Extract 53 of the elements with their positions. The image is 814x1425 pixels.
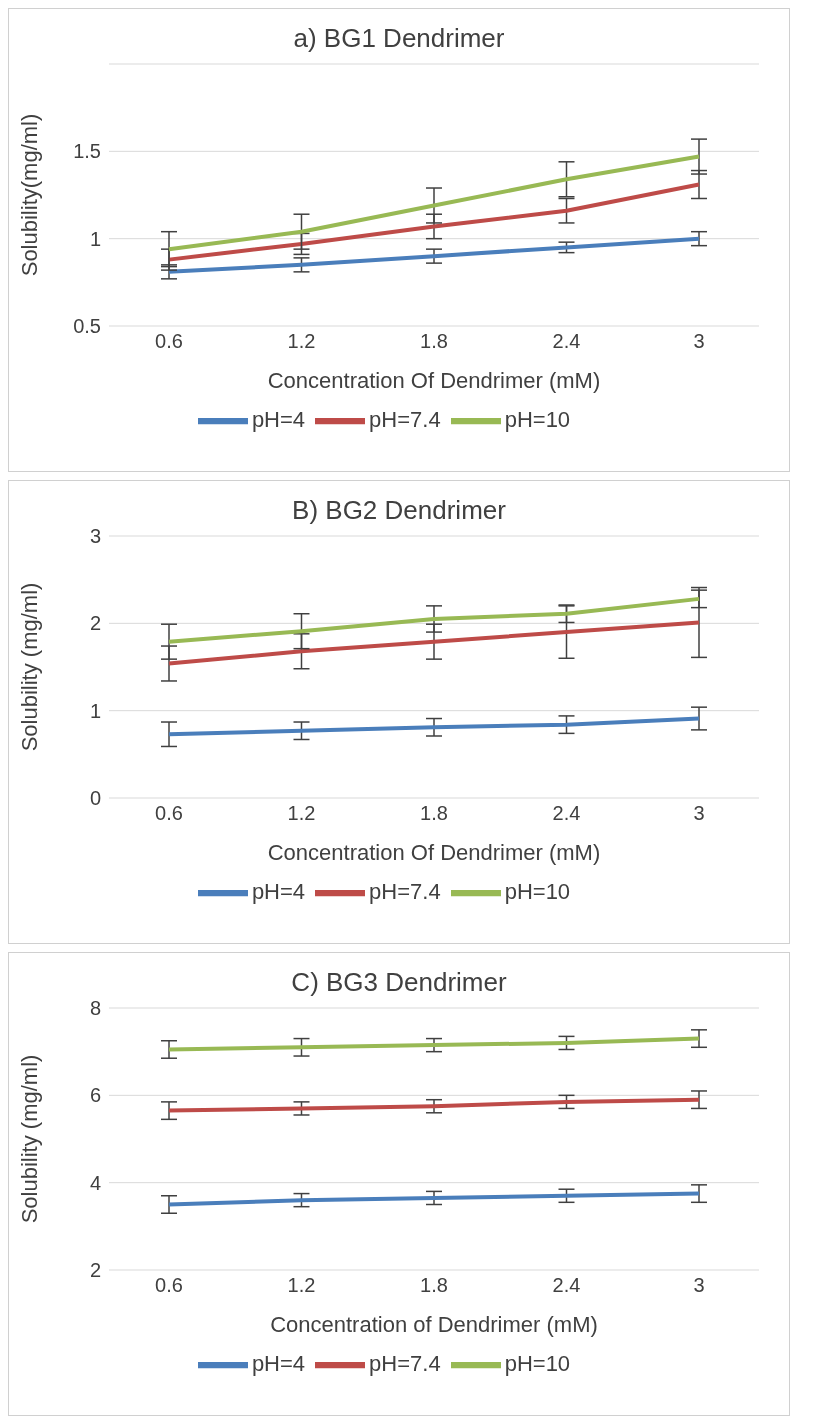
legend-label: pH=7.4 xyxy=(369,1350,441,1376)
chart-title: C) BG3 Dendrimer xyxy=(290,967,508,998)
x-axis-title: Concentration Of Dendrimer (mM) xyxy=(267,840,601,865)
x-tick-label: 0.6 xyxy=(155,330,183,353)
x-tick-label: 2.4 xyxy=(552,1274,581,1297)
y-axis-title: Solubility (mg/ml) xyxy=(16,1054,42,1224)
legend-label: pH=7.4 xyxy=(369,878,441,904)
x-tick-label: 1.8 xyxy=(420,330,448,353)
line-series xyxy=(167,716,701,737)
line-series xyxy=(167,620,701,666)
line-series xyxy=(167,1191,701,1207)
y-tick-label: 1 xyxy=(89,699,101,722)
x-tick-label: 3 xyxy=(693,330,705,353)
y-tick-label: 8 xyxy=(89,997,101,1020)
x-tick-label: 3 xyxy=(693,1274,705,1297)
chart-title: B) BG2 Dendrimer xyxy=(291,495,507,526)
x-tick-label: 1.8 xyxy=(420,802,448,825)
y-tick-label: 1 xyxy=(89,227,101,250)
line-series xyxy=(167,154,701,252)
line-series xyxy=(167,596,701,644)
x-axis-title: Concentration Of Dendrimer (mM) xyxy=(267,368,601,393)
x-axis-title: Concentration of Dendrimer (mM) xyxy=(270,1312,598,1337)
legend-label: pH=10 xyxy=(504,1350,571,1376)
x-tick-label: 0.6 xyxy=(155,802,183,825)
line-series xyxy=(167,182,701,262)
x-tick-label: 2.4 xyxy=(552,330,581,353)
legend-label: pH=7.4 xyxy=(369,406,441,432)
x-tick-label: 1.2 xyxy=(287,802,316,825)
y-tick-label: 0 xyxy=(89,787,101,810)
legend-label: pH=4 xyxy=(251,406,306,432)
legend-label: pH=10 xyxy=(504,406,571,432)
y-tick-label: 1.5 xyxy=(73,140,101,163)
legend-label: pH=4 xyxy=(251,878,306,904)
x-tick-label: 1.2 xyxy=(287,1274,316,1297)
chart-title: a) BG1 Dendrimer xyxy=(292,23,506,54)
legend-label: pH=4 xyxy=(251,1350,306,1376)
y-tick-label: 0.5 xyxy=(73,315,101,338)
line-series xyxy=(167,1097,701,1113)
line-series xyxy=(167,236,701,274)
y-tick-label: 3 xyxy=(89,525,101,548)
x-tick-label: 3 xyxy=(693,802,705,825)
x-tick-label: 1.8 xyxy=(420,1274,448,1297)
x-tick-label: 1.2 xyxy=(287,330,316,353)
x-tick-label: 0.6 xyxy=(155,1274,183,1297)
y-tick-label: 4 xyxy=(89,1171,101,1194)
line-series xyxy=(167,1036,701,1052)
y-axis-title: Solubility(mg/ml) xyxy=(16,113,42,277)
x-tick-label: 2.4 xyxy=(552,802,581,825)
legend-label: pH=10 xyxy=(504,878,571,904)
y-tick-label: 2 xyxy=(89,1259,101,1282)
y-tick-label: 2 xyxy=(89,612,101,635)
y-axis-title: Solubility (mg/ml) xyxy=(16,582,42,752)
y-tick-label: 6 xyxy=(89,1084,101,1107)
